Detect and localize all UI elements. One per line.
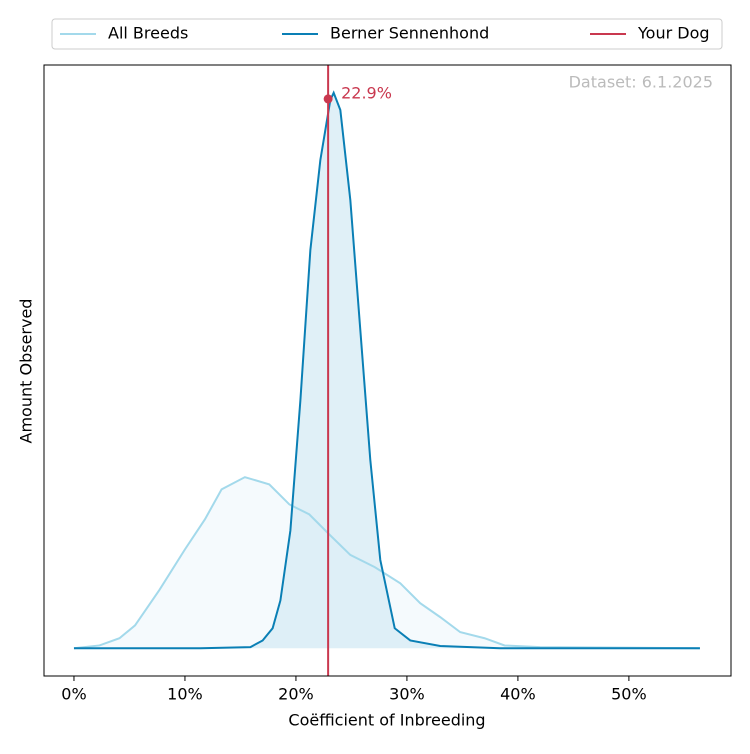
x-tick-label: 30% xyxy=(389,685,425,704)
x-tick-label: 50% xyxy=(611,685,647,704)
x-tick-label: 40% xyxy=(500,685,536,704)
your-dog-label: 22.9% xyxy=(341,83,392,102)
y-axis-label: Amount Observed xyxy=(17,299,36,444)
your-dog-point xyxy=(323,94,333,104)
dataset-note: Dataset: 6.1.2025 xyxy=(569,73,713,92)
legend-label: All Breeds xyxy=(108,24,188,43)
x-tick-label: 10% xyxy=(167,685,203,704)
area xyxy=(73,92,700,649)
x-tick-label: 0% xyxy=(61,685,86,704)
x-tick-label: 20% xyxy=(278,685,314,704)
legend-label: Your Dog xyxy=(637,24,710,43)
legend-label: Berner Sennenhond xyxy=(330,24,489,43)
line xyxy=(73,90,700,650)
legend-box xyxy=(51,18,723,50)
area xyxy=(73,477,700,649)
line xyxy=(73,476,700,650)
plot-frame xyxy=(43,64,732,677)
x-axis-label: Coëfficient of Inbreeding xyxy=(288,711,485,730)
